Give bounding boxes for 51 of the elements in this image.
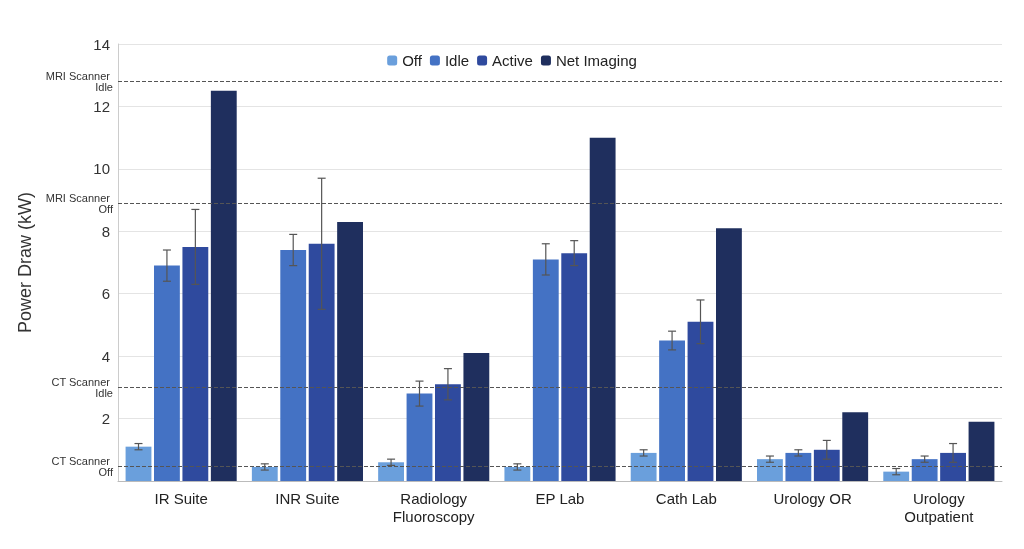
bar (940, 452, 966, 481)
bar (813, 449, 840, 481)
y-tick-label: 2 (101, 410, 110, 428)
bar (378, 462, 404, 481)
bar (435, 384, 461, 481)
y-tick-label: 12 (93, 97, 110, 115)
ref-line-label: CT Scanner Idle (51, 375, 113, 399)
bar (716, 228, 742, 481)
bar (968, 421, 995, 481)
x-tick-label: IR Suite (154, 489, 208, 507)
x-tick-label: EP Lab (535, 489, 585, 507)
ref-line-label: MRI Scanner Idle (45, 69, 113, 93)
y-tick-label: 8 (101, 222, 110, 240)
bar (561, 253, 588, 481)
bar (532, 259, 559, 481)
bar (463, 353, 490, 481)
bar (842, 412, 869, 481)
bar (308, 243, 335, 481)
bar (659, 340, 685, 481)
x-tick-label: INR Suite (275, 489, 340, 507)
bar (504, 466, 531, 481)
bar (911, 459, 938, 481)
bar (280, 250, 307, 481)
x-tick-label: Urology OR (773, 489, 852, 507)
bar (589, 137, 616, 481)
bar (251, 466, 278, 481)
bar (883, 471, 910, 481)
x-tick-label: Radiology Fluoroscopy (392, 489, 476, 525)
ref-line-label: CT Scanner Off (51, 455, 114, 479)
y-tick-label: 4 (101, 347, 110, 365)
bar (210, 90, 237, 481)
legend-label: Net Imaging (555, 52, 637, 69)
y-tick-label: 10 (93, 160, 110, 178)
bar (630, 452, 657, 481)
y-axis-title: Power Draw (kW) (15, 191, 35, 334)
x-tick-label: Cath Lab (655, 489, 717, 507)
y-tick-label: 14 (93, 35, 110, 53)
legend-label: Idle (444, 52, 470, 69)
bar (757, 459, 783, 481)
bar (406, 393, 433, 481)
legend-label: Off (402, 52, 423, 69)
y-tick-label: 6 (101, 285, 110, 303)
x-tick-label: Urology Outpatient (904, 489, 975, 525)
bar (125, 446, 152, 481)
bar (337, 221, 363, 481)
bar (687, 321, 714, 481)
legend-label: Active (492, 52, 533, 69)
bar (154, 265, 180, 481)
bar (785, 452, 812, 481)
ref-line-label: MRI Scanner Off (45, 191, 114, 215)
bar (182, 246, 209, 481)
